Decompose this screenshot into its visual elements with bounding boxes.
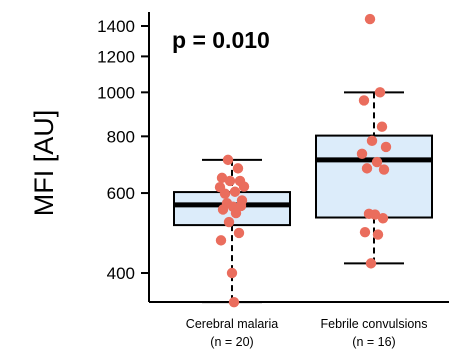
y-axis-label: MFI [AU] bbox=[29, 110, 59, 217]
data-point bbox=[361, 163, 373, 174]
data-point bbox=[366, 135, 378, 147]
data-point bbox=[365, 258, 377, 269]
data-point bbox=[372, 229, 384, 240]
y-tick-label: 400 bbox=[107, 264, 135, 283]
data-point bbox=[229, 186, 241, 197]
y-tick-label: 1000 bbox=[97, 83, 135, 102]
data-point bbox=[369, 209, 381, 220]
data-point bbox=[358, 95, 370, 106]
p-value-annotation: p = 0.010 bbox=[172, 27, 270, 53]
data-point bbox=[215, 235, 227, 246]
x-category-label: Febrile convulsions bbox=[321, 317, 428, 331]
data-point bbox=[238, 181, 250, 192]
box-series bbox=[173, 91, 433, 304]
data-point bbox=[380, 141, 392, 153]
data-point bbox=[378, 164, 390, 175]
x-category-sublabel: (n = 20) bbox=[210, 335, 253, 349]
data-point bbox=[228, 296, 240, 308]
data-point bbox=[364, 13, 376, 25]
x-category-sublabel: (n = 16) bbox=[352, 335, 395, 349]
data-point bbox=[371, 156, 383, 168]
data-point bbox=[223, 216, 235, 228]
data-point bbox=[233, 227, 245, 239]
data-point bbox=[230, 207, 242, 219]
data-point bbox=[356, 148, 368, 160]
x-category-label: Cerebral malaria bbox=[186, 317, 278, 331]
y-tick-label: 1400 bbox=[97, 17, 135, 36]
y-tick-label: 600 bbox=[107, 184, 135, 203]
data-point bbox=[226, 267, 238, 279]
y-tick-label: 800 bbox=[107, 127, 135, 146]
plot-axes: 400 600 800 1000 1200 1400 Cerebral malaria (n … bbox=[97, 12, 449, 349]
data-point bbox=[374, 87, 386, 98]
data-point bbox=[219, 188, 231, 199]
box-iqr bbox=[315, 134, 433, 219]
data-point bbox=[232, 163, 244, 174]
data-point bbox=[217, 204, 229, 215]
data-point bbox=[376, 121, 388, 132]
data-point bbox=[216, 172, 228, 184]
data-point bbox=[222, 154, 234, 166]
data-point bbox=[224, 175, 236, 187]
y-tick-label: 1200 bbox=[97, 47, 135, 66]
data-point bbox=[377, 213, 389, 224]
data-point bbox=[359, 226, 371, 238]
data-points bbox=[214, 13, 392, 308]
